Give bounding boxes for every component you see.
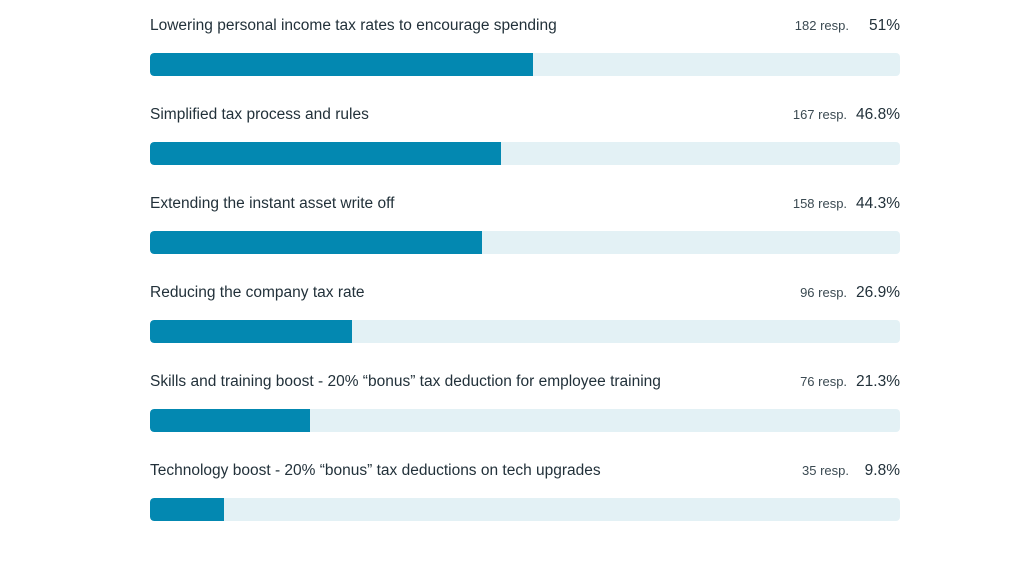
- bar-track: [150, 409, 900, 432]
- bar-track: [150, 320, 900, 343]
- bar-track: [150, 142, 900, 165]
- percentage-value: 44.3%: [856, 195, 900, 212]
- option-stats: 182 resp. 51%: [795, 17, 900, 35]
- bar-fill: [150, 320, 352, 343]
- poll-results: Lowering personal income tax rates to en…: [150, 14, 900, 548]
- response-count: 158 resp.: [792, 196, 848, 211]
- result-row: Simplified tax process and rules 167 resp…: [150, 103, 900, 192]
- option-stats: 96 resp. 26.9%: [800, 284, 900, 302]
- bar-track: [150, 498, 900, 521]
- response-count: 76 resp.: [800, 374, 848, 389]
- option-label: Skills and training boost - 20% “bonus” …: [150, 373, 661, 390]
- option-label: Extending the instant asset write off: [150, 195, 395, 212]
- option-label: Lowering personal income tax rates to en…: [150, 17, 557, 34]
- option-stats: 35 resp. 9.8%: [802, 462, 900, 480]
- response-count: 182 resp.: [794, 18, 849, 33]
- result-row-header: Extending the instant asset write off 158…: [150, 192, 900, 218]
- bar-fill: [150, 409, 310, 432]
- result-row: Skills and training boost - 20% “bonus” …: [150, 370, 900, 459]
- result-row-header: Skills and training boost - 20% “bonus” …: [150, 370, 900, 396]
- bar-fill: [150, 53, 533, 76]
- percentage-value: 46.8%: [856, 106, 900, 123]
- result-row-header: Lowering personal income tax rates to en…: [150, 14, 900, 40]
- bar-fill: [150, 231, 483, 254]
- result-row: Extending the instant asset write off 158…: [150, 192, 900, 281]
- result-row-header: Simplified tax process and rules 167 resp…: [150, 103, 900, 129]
- percentage-value: 9.8%: [864, 462, 900, 479]
- result-row: Technology boost - 20% “bonus” tax deduc…: [150, 459, 900, 548]
- result-row-header: Technology boost - 20% “bonus” tax deduc…: [150, 459, 900, 485]
- bar-track: [150, 231, 900, 254]
- option-label: Simplified tax process and rules: [150, 106, 369, 123]
- option-stats: 76 resp. 21.3%: [800, 373, 900, 391]
- bar-fill: [150, 142, 501, 165]
- option-label: Technology boost - 20% “bonus” tax deduc…: [150, 462, 601, 479]
- option-label: Reducing the company tax rate: [150, 284, 365, 301]
- response-count: 35 resp.: [802, 463, 849, 478]
- result-row: Lowering personal income tax rates to en…: [150, 14, 900, 103]
- bar-fill: [150, 498, 224, 521]
- response-count: 167 resp.: [792, 107, 848, 122]
- percentage-value: 51%: [868, 17, 900, 34]
- bar-track: [150, 53, 900, 76]
- percentage-value: 21.3%: [856, 373, 900, 390]
- result-row: Reducing the company tax rate 96 resp. 26.…: [150, 281, 900, 370]
- result-row-header: Reducing the company tax rate 96 resp. 26.…: [150, 281, 900, 307]
- option-stats: 167 resp. 46.8%: [793, 106, 900, 124]
- response-count: 96 resp.: [800, 285, 848, 300]
- percentage-value: 26.9%: [856, 284, 900, 301]
- option-stats: 158 resp. 44.3%: [793, 195, 900, 213]
